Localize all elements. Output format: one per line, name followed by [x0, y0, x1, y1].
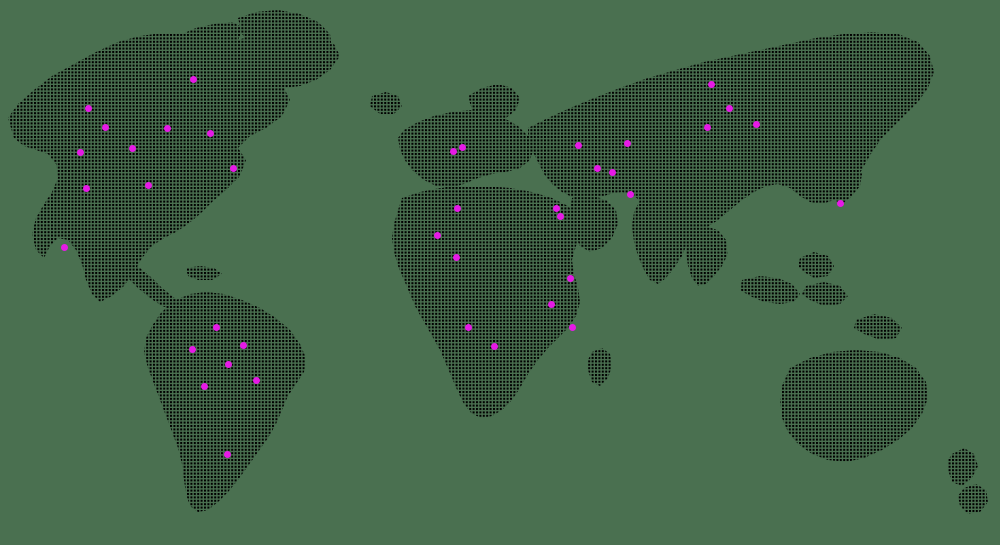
marker-sa-1[interactable] — [212, 323, 220, 331]
marker-sa-4[interactable] — [224, 360, 232, 368]
marker-na-5[interactable] — [206, 129, 214, 137]
marker-na-2[interactable] — [84, 104, 92, 112]
marker-na-6[interactable] — [76, 148, 84, 156]
marker-sa-7[interactable] — [223, 450, 231, 458]
marker-af-2[interactable] — [452, 253, 460, 261]
marker-na-4[interactable] — [163, 124, 171, 132]
marker-eu-6[interactable] — [608, 168, 616, 176]
marker-af-7[interactable] — [490, 342, 498, 350]
marker-af-3[interactable] — [566, 274, 574, 282]
marker-sa-5[interactable] — [200, 382, 208, 390]
marker-af-4[interactable] — [547, 300, 555, 308]
marker-eu-3[interactable] — [574, 141, 582, 149]
marker-sa-3[interactable] — [239, 341, 247, 349]
marker-as-1[interactable] — [707, 80, 715, 88]
marker-na-3[interactable] — [101, 123, 109, 131]
marker-eu-4[interactable] — [623, 139, 631, 147]
marker-eu-2[interactable] — [458, 143, 466, 151]
marker-as-3[interactable] — [703, 123, 711, 131]
marker-na-8[interactable] — [229, 164, 237, 172]
marker-eu-1[interactable] — [449, 147, 457, 155]
marker-me-1[interactable] — [453, 204, 461, 212]
marker-eu-7[interactable] — [626, 190, 634, 198]
marker-na-10[interactable] — [144, 181, 152, 189]
marker-as-2[interactable] — [725, 104, 733, 112]
marker-as-4[interactable] — [752, 120, 760, 128]
marker-sa-2[interactable] — [188, 345, 196, 353]
marker-af-6[interactable] — [464, 323, 472, 331]
marker-af-5[interactable] — [568, 323, 576, 331]
marker-me-3[interactable] — [556, 212, 564, 220]
marker-af-1[interactable] — [433, 231, 441, 239]
marker-as-5[interactable] — [836, 199, 844, 207]
marker-sa-6[interactable] — [252, 376, 260, 384]
marker-eu-5[interactable] — [593, 164, 601, 172]
marker-na-11[interactable] — [60, 243, 68, 251]
marker-na-1[interactable] — [189, 75, 197, 83]
marker-na-7[interactable] — [128, 144, 136, 152]
marker-me-2[interactable] — [552, 204, 560, 212]
marker-na-9[interactable] — [82, 184, 90, 192]
